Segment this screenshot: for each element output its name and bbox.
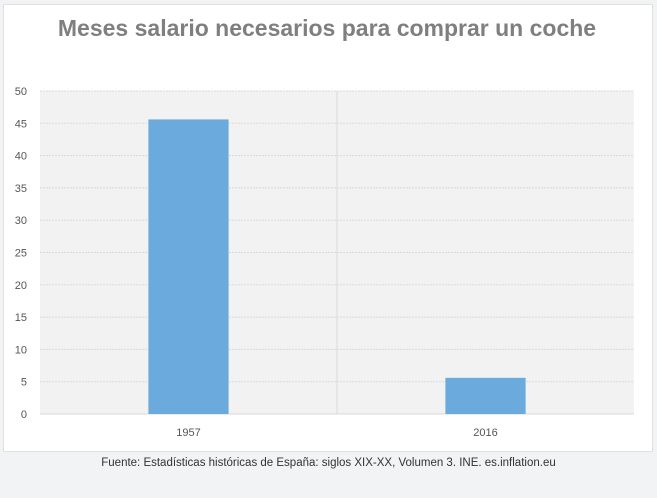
y-tick-label: 10 [15,344,27,356]
y-tick-label: 25 [15,248,27,260]
x-tick-label: 1957 [176,427,200,439]
y-axis: 0 5 10 15 20 25 30 35 40 45 50 [15,86,27,421]
y-tick-label: 50 [15,86,27,98]
y-tick-label: 35 [15,183,27,195]
source-caption: Fuente: Estadísticas históricas de Españ… [101,457,556,469]
gridlines [40,90,634,415]
y-tick-label: 30 [15,215,27,227]
chart-title: Meses salario necesarios para comprar un… [57,15,597,41]
y-tick-label: 20 [15,280,27,292]
bar [148,119,229,414]
bar [445,377,526,414]
y-tick-label: 0 [21,409,27,421]
x-tick-label: 2016 [473,427,497,439]
bars [148,119,526,414]
y-tick-label: 40 [15,151,27,163]
y-tick-label: 5 [21,377,27,389]
y-tick-label: 45 [15,118,27,130]
y-tick-label: 15 [15,312,27,324]
x-axis: 1957 2016 [176,427,497,439]
